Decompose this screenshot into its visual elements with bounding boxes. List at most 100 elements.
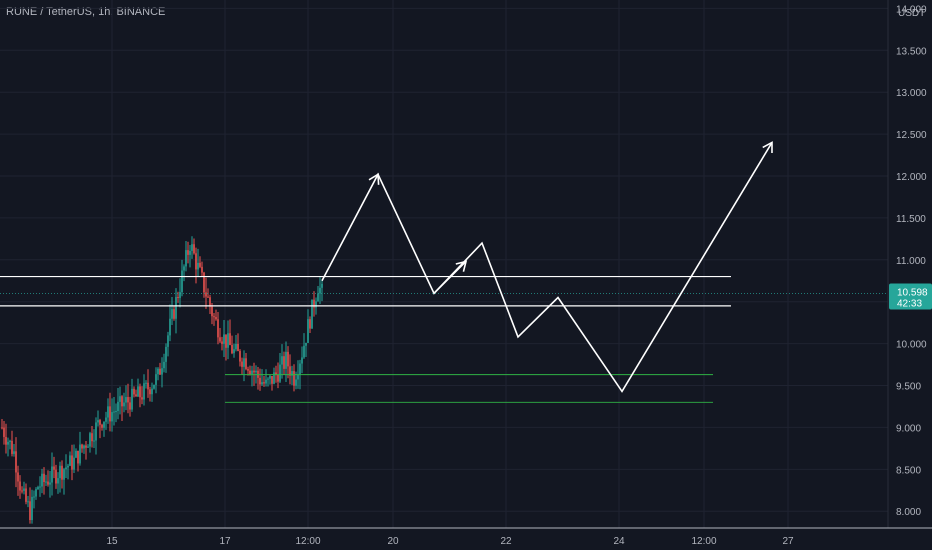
- candle-body: [187, 250, 189, 255]
- candle-body: [39, 486, 41, 488]
- candle-body: [287, 351, 289, 367]
- y-tick-label: 12.500: [896, 130, 927, 141]
- candle-body: [67, 465, 69, 468]
- candle-body: [49, 482, 51, 485]
- arrow-head-first-peak: [368, 172, 380, 185]
- candle-body: [285, 351, 287, 369]
- candle-body: [243, 358, 245, 367]
- candle-body: [11, 440, 13, 454]
- candle-body: [301, 357, 303, 364]
- candle-body: [193, 244, 195, 254]
- candle-body: [309, 319, 311, 329]
- candle-body: [111, 412, 113, 422]
- candle-body: [207, 296, 209, 298]
- candle-body: [27, 501, 29, 503]
- candle-body: [103, 421, 105, 428]
- candle-body: [141, 397, 143, 400]
- candle-body: [13, 451, 15, 454]
- x-tick-label: 24: [613, 536, 625, 547]
- candle-body: [211, 306, 213, 317]
- candle-body: [321, 283, 323, 288]
- candle-body: [95, 422, 97, 441]
- candle-body: [217, 319, 219, 338]
- candle-body: [163, 361, 165, 369]
- candle-body: [271, 375, 273, 384]
- candle-body: [231, 344, 233, 354]
- grid-layer: [0, 0, 888, 528]
- candle-body: [19, 481, 21, 491]
- candle-body: [37, 487, 39, 490]
- candle-body: [305, 342, 307, 346]
- candle-body: [245, 358, 247, 369]
- candle-body: [181, 270, 183, 293]
- candle-body: [145, 382, 147, 384]
- candle-body: [129, 402, 131, 410]
- candle-body: [313, 299, 315, 308]
- projection-path[interactable]: [321, 142, 773, 393]
- x-tick-label: 12:00: [691, 536, 716, 547]
- candle-body: [297, 374, 299, 380]
- candle-body: [17, 472, 19, 482]
- y-tick-label: 11.000: [896, 256, 926, 267]
- y-tick-label: 10.000: [896, 340, 927, 351]
- candle-body: [223, 334, 225, 344]
- candle-body: [165, 346, 167, 362]
- candle-body: [25, 488, 27, 502]
- candle-body: [77, 450, 79, 464]
- candle-body: [23, 488, 25, 491]
- candle-body: [237, 343, 239, 351]
- candle-body: [249, 370, 251, 375]
- y-tick-label: 14.000: [896, 4, 927, 15]
- candle-body: [157, 368, 159, 375]
- candle-body: [277, 374, 279, 382]
- candle-body: [255, 370, 257, 373]
- candle-body: [175, 297, 177, 319]
- candle-body: [53, 466, 55, 470]
- candle-body: [99, 420, 101, 425]
- candle-body: [153, 384, 155, 389]
- candle-body: [167, 335, 169, 347]
- symbol-title: RUNE / TetherUS, 1h, BINANCE: [6, 6, 166, 18]
- candle-body: [55, 469, 57, 484]
- candle-body: [109, 406, 111, 422]
- candle-body: [233, 349, 235, 354]
- candle-body: [33, 496, 35, 498]
- candle-body: [303, 345, 305, 358]
- candle-body: [289, 366, 291, 376]
- last-price-badge: [889, 283, 932, 310]
- candle-body: [15, 451, 17, 473]
- candle-body: [273, 372, 275, 384]
- y-tick-label: 9.000: [896, 423, 921, 434]
- candle-body: [143, 383, 145, 400]
- candle-body: [291, 371, 293, 376]
- candle-body: [171, 309, 173, 319]
- candle-body: [177, 297, 179, 299]
- candle-body: [221, 341, 223, 344]
- candle-body: [299, 363, 301, 375]
- candle-body: [31, 496, 33, 521]
- candle-body: [137, 386, 139, 397]
- candle-body: [93, 440, 95, 442]
- candle-body: [203, 272, 205, 293]
- candle-body: [147, 382, 149, 390]
- candle-body: [307, 319, 309, 343]
- small-arrow-line: [433, 260, 467, 294]
- candle-body: [91, 433, 93, 442]
- candle-body: [199, 262, 201, 267]
- candle-body: [133, 388, 135, 395]
- x-tick-label: 20: [387, 536, 399, 547]
- candle-body: [29, 501, 31, 521]
- candle-body: [123, 402, 125, 407]
- candle-body: [105, 417, 107, 422]
- candle-body: [155, 374, 157, 385]
- y-tick-label: 8.500: [896, 465, 921, 476]
- candle-body: [195, 253, 197, 270]
- candle-body: [121, 396, 123, 407]
- projection-layer: [321, 141, 773, 393]
- candle-body: [319, 287, 321, 294]
- candle-body: [267, 378, 269, 380]
- candle-body: [9, 440, 11, 442]
- candle-body: [7, 441, 9, 445]
